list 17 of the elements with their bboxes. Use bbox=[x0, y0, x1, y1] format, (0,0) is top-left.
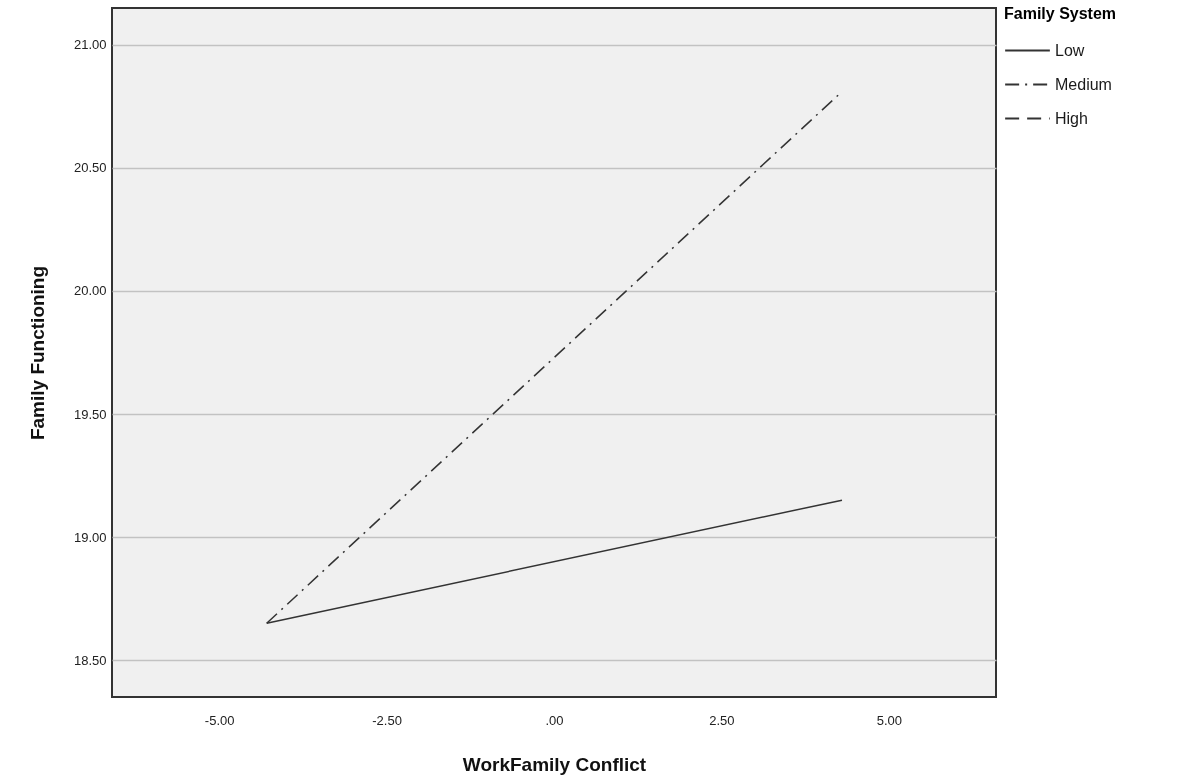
legend-label: Medium bbox=[1055, 75, 1112, 93]
y-tick-label: 20.50 bbox=[73, 160, 107, 176]
legend-label: High bbox=[1055, 109, 1088, 127]
legend-label: Low bbox=[1055, 41, 1085, 59]
y-tick-label: 18.50 bbox=[73, 652, 107, 668]
y-axis-title: Family Functioning bbox=[26, 265, 48, 441]
y-tick-label: 19.00 bbox=[73, 529, 107, 545]
x-tick-label: -2.50 bbox=[372, 712, 402, 728]
x-tick-label: 5.00 bbox=[876, 712, 902, 728]
x-tick-label: -5.00 bbox=[204, 712, 235, 728]
y-tick-label: 21.00 bbox=[73, 37, 107, 53]
legend-title: Family System bbox=[1004, 5, 1117, 22]
x-axis-title: WorkFamily Conflict bbox=[462, 753, 647, 775]
y-tick-label: 19.50 bbox=[73, 406, 107, 422]
x-tick-label: 2.50 bbox=[709, 712, 735, 728]
y-tick-label: 20.00 bbox=[73, 283, 107, 299]
x-tick-label: .00 bbox=[545, 712, 564, 728]
